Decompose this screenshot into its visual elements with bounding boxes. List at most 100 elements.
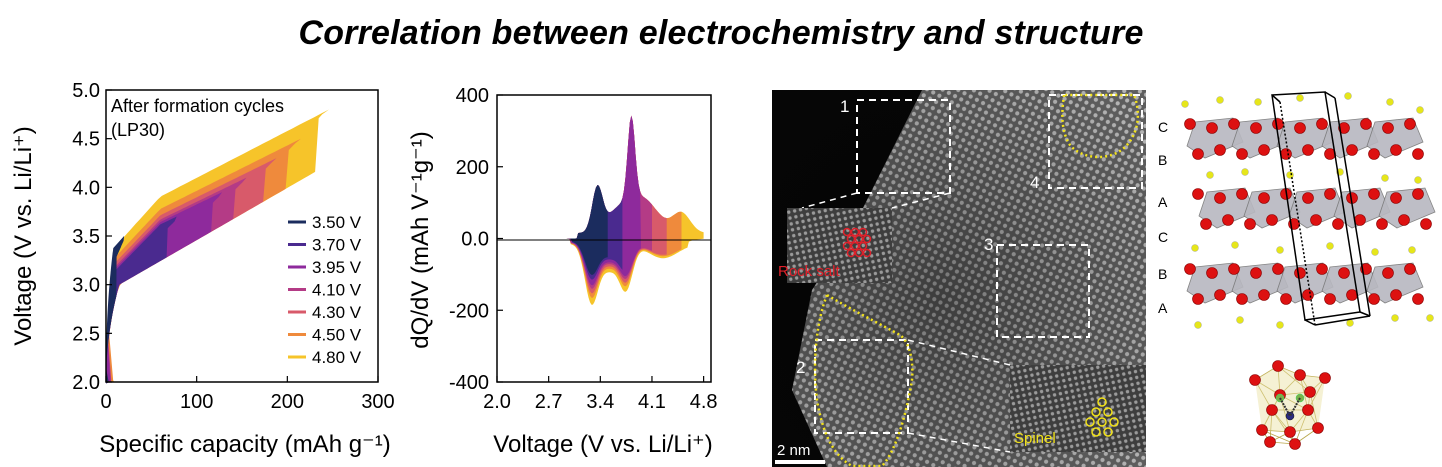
oxygen-atom [1236,148,1248,160]
dqdv-chart: 2.0 2.7 3.4 4.1 4.8 400 200 0.0 -200 -400 Voltage… [407,85,718,458]
oxygen-atom [1310,214,1322,226]
lithium-atom [1254,98,1262,106]
oxygen-atom [1236,293,1248,305]
y-axis-label: dQ/dV (mAh V⁻¹g⁻¹) [407,131,434,348]
y-axis-label: Voltage (V vs. Li/Li⁺) [10,126,37,345]
stacking-label: B [1158,152,1167,168]
legend-label: 4.80 V [312,348,362,367]
oxygen-atom [1258,192,1270,204]
oxygen-atom [1184,118,1196,130]
rock-salt-atom [862,248,872,258]
oxygen-atom [1192,188,1204,200]
oxygen-atom [1214,192,1226,204]
oxygen-atom [1222,214,1234,226]
lithium-atom [1386,98,1394,106]
lithium-atom [1236,316,1244,324]
spinel-atoms [1085,397,1119,437]
oxygen-atom [1368,148,1380,160]
lithium-atom [1276,246,1284,254]
rock-salt-atom [842,227,852,237]
oxygen-atom [1376,218,1388,230]
spinel-atom [1097,417,1107,427]
lithium-atom [1206,171,1214,179]
y-tick-label: 2.5 [72,323,100,345]
lithium-atom [1371,248,1379,256]
oxygen-atom [1244,218,1256,230]
rock-salt-atom [854,234,864,244]
stacking-label: B [1158,266,1167,282]
rock-salt-atom [862,234,872,244]
lithium-atom [1346,319,1354,327]
lithium-atom [1344,92,1352,100]
lithium-atom [1391,314,1399,322]
y-tick-label: -200 [449,300,489,322]
y-tick-label: 4.5 [72,129,100,151]
cluster-polyhedron [1255,366,1325,432]
legend-label: 4.30 V [312,303,362,322]
oxygen-atom [1420,218,1432,230]
x-axis-label: Voltage (V vs. Li/Li⁺) [493,431,712,458]
cluster-spring [1289,397,1301,417]
oxygen-atom [1390,289,1402,301]
x-tick-label: 2.0 [483,391,511,413]
region-label-3: 3 [984,235,993,254]
oxygen-atom [1382,267,1394,279]
x-axis-label: Specific capacity (mAh g⁻¹) [99,431,390,458]
cluster-oxygen-atom [1289,438,1301,450]
oxygen-atom [1294,267,1306,279]
oxygen-atom [1250,122,1262,134]
rock-salt-atom [858,241,868,251]
rock-salt-atom [846,248,856,258]
spinel-atom [1091,427,1101,437]
lithium-atom [1416,106,1424,114]
oxygen-atom [1368,188,1380,200]
oxygen-atom [1280,293,1292,305]
cluster-bond [1271,409,1296,445]
x-tick-label: 3.4 [586,391,614,413]
oxygen-atom [1316,118,1328,130]
rock-salt-atom [846,234,856,244]
oxygen-atom [1316,263,1328,275]
oxygen-atom [1266,214,1278,226]
spinel-atom [1085,417,1095,427]
y-tick-label: -400 [449,372,489,394]
dqdv-areas [497,115,704,305]
voltage-areas [106,109,329,384]
rock-salt-inset: Rock salt [778,208,892,283]
spinel-atom [1103,427,1113,437]
oxygen-atom [1390,144,1402,156]
legend-label: 3.50 V [312,213,362,232]
x-tick-label: 2.7 [535,391,563,413]
region-box-4 [1048,94,1143,189]
annotation-electrolyte: (LP30) [111,120,165,140]
stacking-label: A [1158,300,1168,316]
cluster-oxygen-atom [1319,372,1331,384]
region-label-2: 2 [796,358,805,377]
oxygen-atom [1324,293,1336,305]
stacking-label: C [1158,119,1168,135]
lithium-atom [1381,174,1389,182]
stacking-label: C [1158,229,1168,245]
lithium-atom [1191,244,1199,252]
spinel-boundary-top [1061,93,1140,159]
oxygen-atom [1280,148,1292,160]
cluster-spring [1279,397,1291,417]
x-tick-label: 100 [180,391,213,413]
oxygen-atom [1258,289,1270,301]
cluster-oxygen-atom [1284,426,1296,438]
lithium-atom [1231,241,1239,249]
cluster-bond [1277,365,1311,393]
cluster-oxygen-atom [1304,386,1316,398]
y-tick-label: 3.0 [72,275,100,297]
crystal-structure: C B A C B A [1158,91,1436,450]
y-tick-label: 0.0 [461,229,489,251]
oxygen-atom [1184,263,1196,275]
lithium-atom [1216,96,1224,104]
lithium-atom [1181,100,1189,108]
oxygen-atom [1250,267,1262,279]
y-tick-label: 200 [456,157,489,179]
oxygen-atom [1192,293,1204,305]
spinel-atom [1109,417,1119,427]
rock-salt-atom [850,227,860,237]
spinel-atom [1097,397,1107,407]
